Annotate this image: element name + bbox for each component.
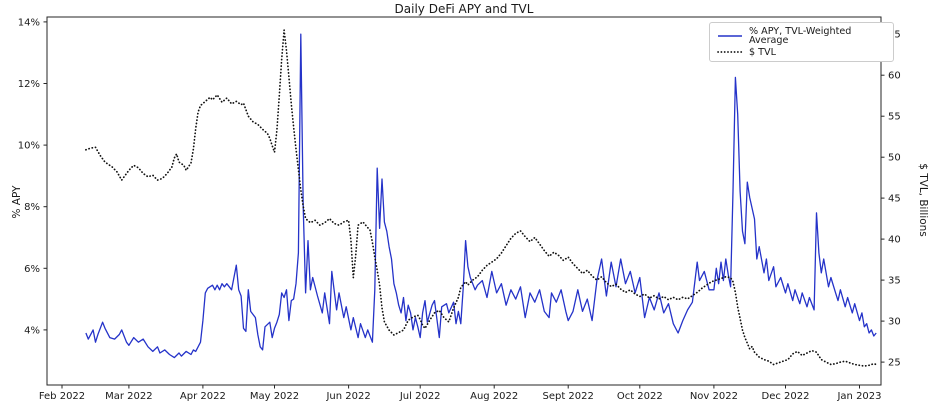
right-y-tick-label: 65 [888, 30, 901, 41]
right-y-tick-label: 50 [888, 153, 901, 164]
legend-label-apy: % APY, TVL-Weighted Average [749, 25, 852, 47]
x-tick-label: Sept 2022 [542, 391, 593, 402]
plot-border [46, 16, 882, 386]
chart-title: Daily DeFi APY and TVL [394, 2, 534, 16]
tvl-line-sample-icon [717, 51, 743, 54]
x-tick-label: May 2022 [250, 391, 299, 402]
x-tick-label: Aug 2022 [470, 391, 518, 402]
x-tick-label: Nov 2022 [690, 391, 738, 402]
x-tick-label: Jul 2022 [399, 391, 441, 402]
x-tick-label: Oct 2022 [617, 391, 663, 402]
right-y-tick-label: 60 [888, 71, 901, 82]
left-y-tick-label: 8% [24, 202, 40, 213]
legend: % APY, TVL-Weighted Average $ TVL [709, 22, 894, 62]
right-y-tick-label: 45 [888, 194, 901, 205]
apy-line-sample-icon [718, 35, 742, 38]
x-tick-label: Jun 2022 [325, 391, 370, 402]
tvl-line [85, 29, 878, 367]
x-tick-label: Feb 2022 [39, 391, 85, 402]
apy-line [85, 33, 877, 359]
x-tick-label: Apr 2022 [180, 391, 226, 402]
right-y-tick-label: 25 [888, 358, 901, 369]
left-y-tick-label: 4% [24, 325, 40, 336]
left-axis-title: % APY [11, 185, 23, 219]
legend-label-tvl: $ TVL [749, 46, 776, 58]
right-y-tick-label: 40 [888, 235, 901, 246]
x-tick-label: Mar 2022 [105, 391, 153, 402]
right-y-tick-label: 35 [888, 276, 901, 287]
left-y-tick-label: 14% [18, 17, 40, 28]
right-y-tick-label: 55 [888, 112, 901, 123]
x-tick-label: Jan 2023 [836, 391, 881, 402]
legend-item-apy: % APY, TVL-Weighted Average [717, 25, 893, 47]
x-tick-label: Dec 2022 [762, 391, 810, 402]
left-y-tick-label: 12% [18, 79, 40, 90]
left-y-tick-label: 10% [18, 141, 40, 152]
left-y-tick-label: 6% [24, 264, 40, 275]
legend-item-tvl: $ TVL [717, 48, 893, 58]
right-y-tick-label: 30 [888, 317, 901, 328]
right-axis-title: $ TVL, Billions [917, 163, 929, 237]
